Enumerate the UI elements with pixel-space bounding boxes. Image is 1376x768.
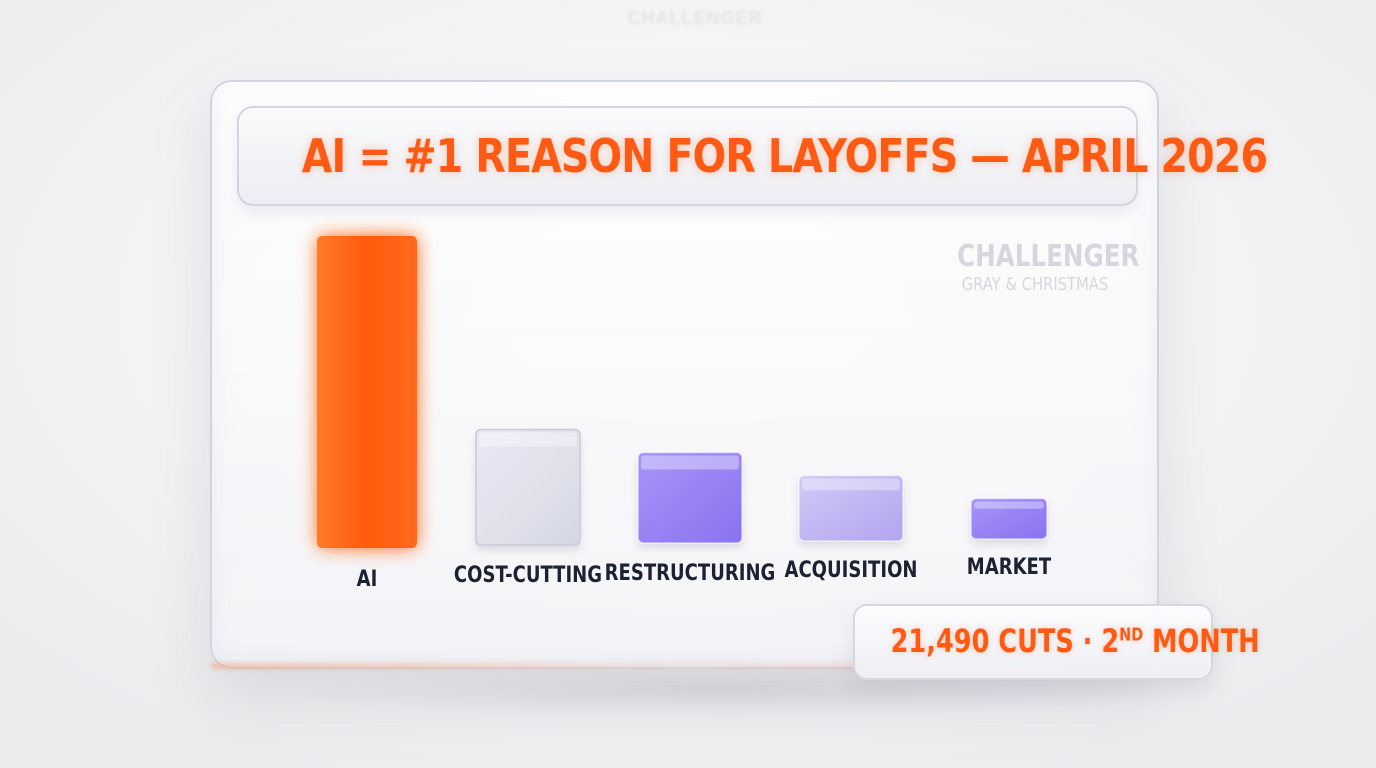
background-logo: CHALLENGER	[627, 8, 763, 28]
callout-superscript: ND	[1119, 624, 1144, 646]
bar-restructuring	[637, 451, 743, 544]
category-label-acquisition: ACQUISITION	[784, 556, 917, 582]
bar-highlight-restructuring	[641, 455, 739, 470]
bar-body-acquisition	[798, 474, 904, 542]
bar-body-market	[970, 497, 1048, 540]
category-label-market: MARKET	[967, 553, 1052, 579]
brand-name: CHALLENGER	[957, 239, 1140, 274]
brand-watermark: CHALLENGER GRAY & CHRISTMAS	[940, 239, 1140, 296]
category-label-restructuring: RESTRUCTURING	[605, 559, 776, 585]
bar-highlight-market	[974, 501, 1044, 509]
bar-acquisition	[798, 474, 904, 542]
bar-cost-cutting	[475, 428, 581, 546]
bar-body-cost-cutting	[475, 428, 581, 546]
category-labels-group: AI COST-CUTTING RESTRUCTURING ACQUISITION MA…	[357, 553, 1052, 591]
callout-main: 21,490 CUTS · 2	[890, 622, 1120, 660]
bars-group	[317, 236, 1048, 548]
title-bar: AI = #1 REASON FOR LAYOFFS — APRIL 2026	[237, 106, 1268, 206]
bar-market	[970, 497, 1048, 540]
bar-highlight-acquisition	[802, 478, 900, 491]
category-label-cost-cutting: COST-CUTTING	[454, 561, 602, 587]
category-label-ai: AI	[357, 565, 378, 591]
bar-ai	[317, 236, 417, 548]
bar-body-ai	[317, 236, 417, 548]
brand-subtitle: GRAY & CHRISTMAS	[961, 274, 1109, 295]
cuts-callout: 21,490 CUTS · 2ND MONTH	[853, 604, 1260, 680]
callout-suffix: MONTH	[1143, 622, 1260, 660]
bar-highlight-cost-cutting	[479, 432, 577, 447]
callout-text: 21,490 CUTS · 2ND MONTH	[890, 622, 1260, 660]
bar-body-restructuring	[637, 451, 743, 544]
